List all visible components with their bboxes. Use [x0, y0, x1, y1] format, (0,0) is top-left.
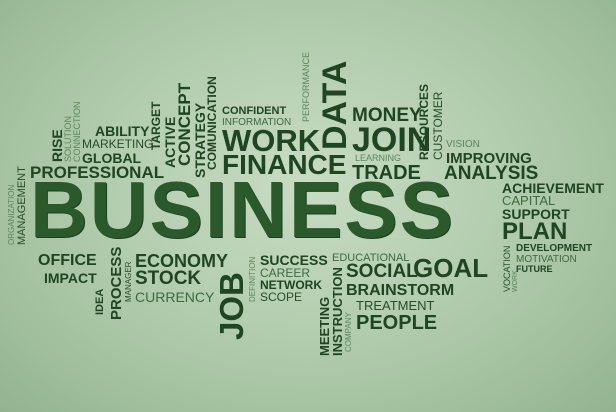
word-trade: TRADE: [352, 162, 421, 184]
word-impact: IMPACT: [44, 270, 97, 286]
word-development: DEVELOPMENT: [516, 243, 593, 254]
word-management: MANAGEMENT: [16, 166, 28, 245]
word-success: SUCCESS: [260, 252, 328, 268]
word-analysis: ANALYSIS: [444, 163, 539, 184]
word-finance: FINANCE: [222, 149, 347, 180]
word-vision: VISION: [446, 139, 480, 150]
word-educational: EDUCATIONAL: [332, 252, 410, 264]
word-customer: CUSTOMER: [431, 91, 445, 160]
word-manager: MANAGER: [124, 261, 133, 302]
word-support: SUPPORT: [502, 206, 570, 222]
word-brainstorm: BRAINSTORM: [346, 282, 455, 299]
word-work-small: WORK: [512, 270, 519, 292]
word-scope: SCOPE: [260, 290, 303, 304]
word-achievement: ACHIEVEMENT: [502, 180, 604, 196]
word-marketing: MARKETING: [82, 137, 154, 151]
word-information: INFORMATION: [222, 117, 292, 128]
word-goal: GOAL: [413, 253, 489, 283]
word-job: JOB: [213, 272, 250, 340]
word-improving: IMPROVING: [446, 150, 532, 167]
word-professional: PROFESSIONAL: [30, 163, 165, 182]
word-connection: CONNECTION: [72, 101, 82, 163]
word-currency: CURRENCY: [135, 289, 215, 305]
word-concept: CONCEPT: [175, 82, 194, 166]
word-plan: PLAN: [502, 218, 568, 245]
word-economy: ECONOMY: [135, 251, 229, 271]
word-stock: STOCK: [135, 268, 202, 289]
word-active: ACTIVE: [162, 116, 178, 168]
word-office: OFFICE: [38, 252, 97, 269]
word-network: NETWORK: [260, 278, 322, 292]
word-strategy: STRATEGY: [192, 102, 208, 178]
word-learning: LEARNING: [355, 153, 402, 163]
word-career: CAREER: [260, 266, 311, 280]
word-performance: PERFORMANCE: [301, 51, 311, 122]
word-ability: ABILITY: [95, 123, 150, 139]
word-treatment: TREATMENT: [356, 298, 435, 313]
word-future: FUTURE: [516, 264, 553, 274]
word-process: PROCESS: [108, 246, 125, 320]
word-rise: RISE: [49, 129, 65, 162]
word-social: SOCIAL: [346, 261, 418, 282]
word-capital: CAPITAL: [502, 193, 556, 208]
word-business: BUSINESS: [30, 165, 455, 254]
word-instruction: INSTRUCTION: [330, 267, 345, 356]
word-confident: CONFIDENT: [222, 105, 287, 117]
word-motivation: MOTIVATION: [516, 254, 577, 265]
word-global: GLOBAL: [82, 150, 142, 166]
word-data: DATA: [316, 60, 354, 150]
word-join: JOIN: [352, 121, 432, 159]
word-money: MONEY: [352, 105, 422, 126]
word-resources: RESOURCES: [417, 83, 431, 160]
word-definition: DEFINITION: [248, 256, 257, 302]
word-company: COMPANY: [344, 312, 353, 352]
word-idea: IDEA: [94, 288, 106, 315]
word-people: PEOPLE: [356, 312, 438, 334]
word-vocation: VOCATION: [502, 245, 512, 292]
word-work: WORK: [222, 123, 321, 158]
word-organization: ORGANIZATION: [7, 184, 16, 245]
